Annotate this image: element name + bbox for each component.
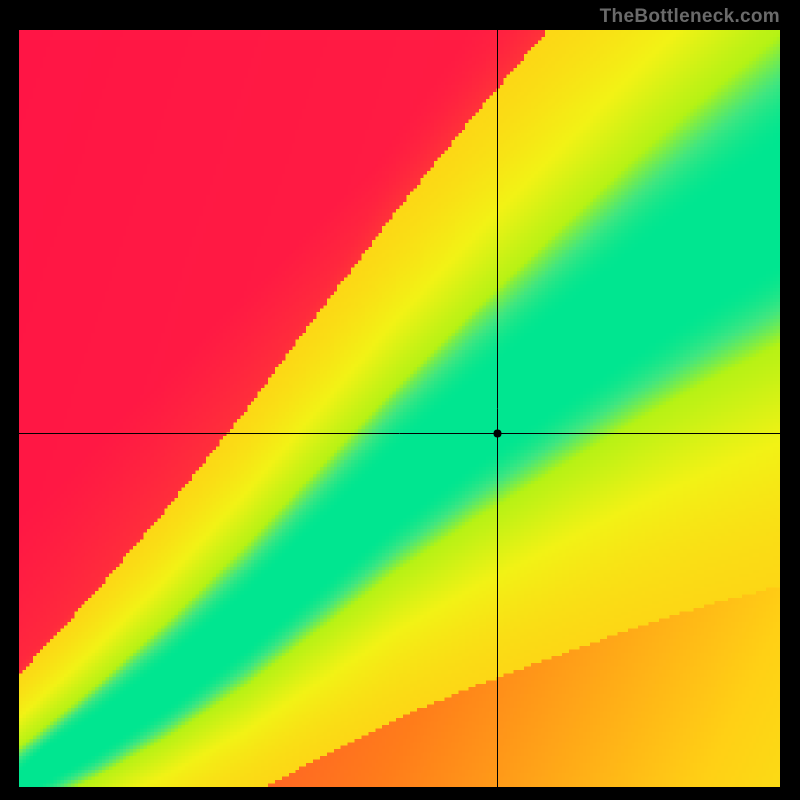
chart-container: TheBottleneck.com — [0, 0, 800, 800]
crosshair-overlay — [19, 30, 780, 787]
watermark-text: TheBottleneck.com — [600, 6, 780, 28]
